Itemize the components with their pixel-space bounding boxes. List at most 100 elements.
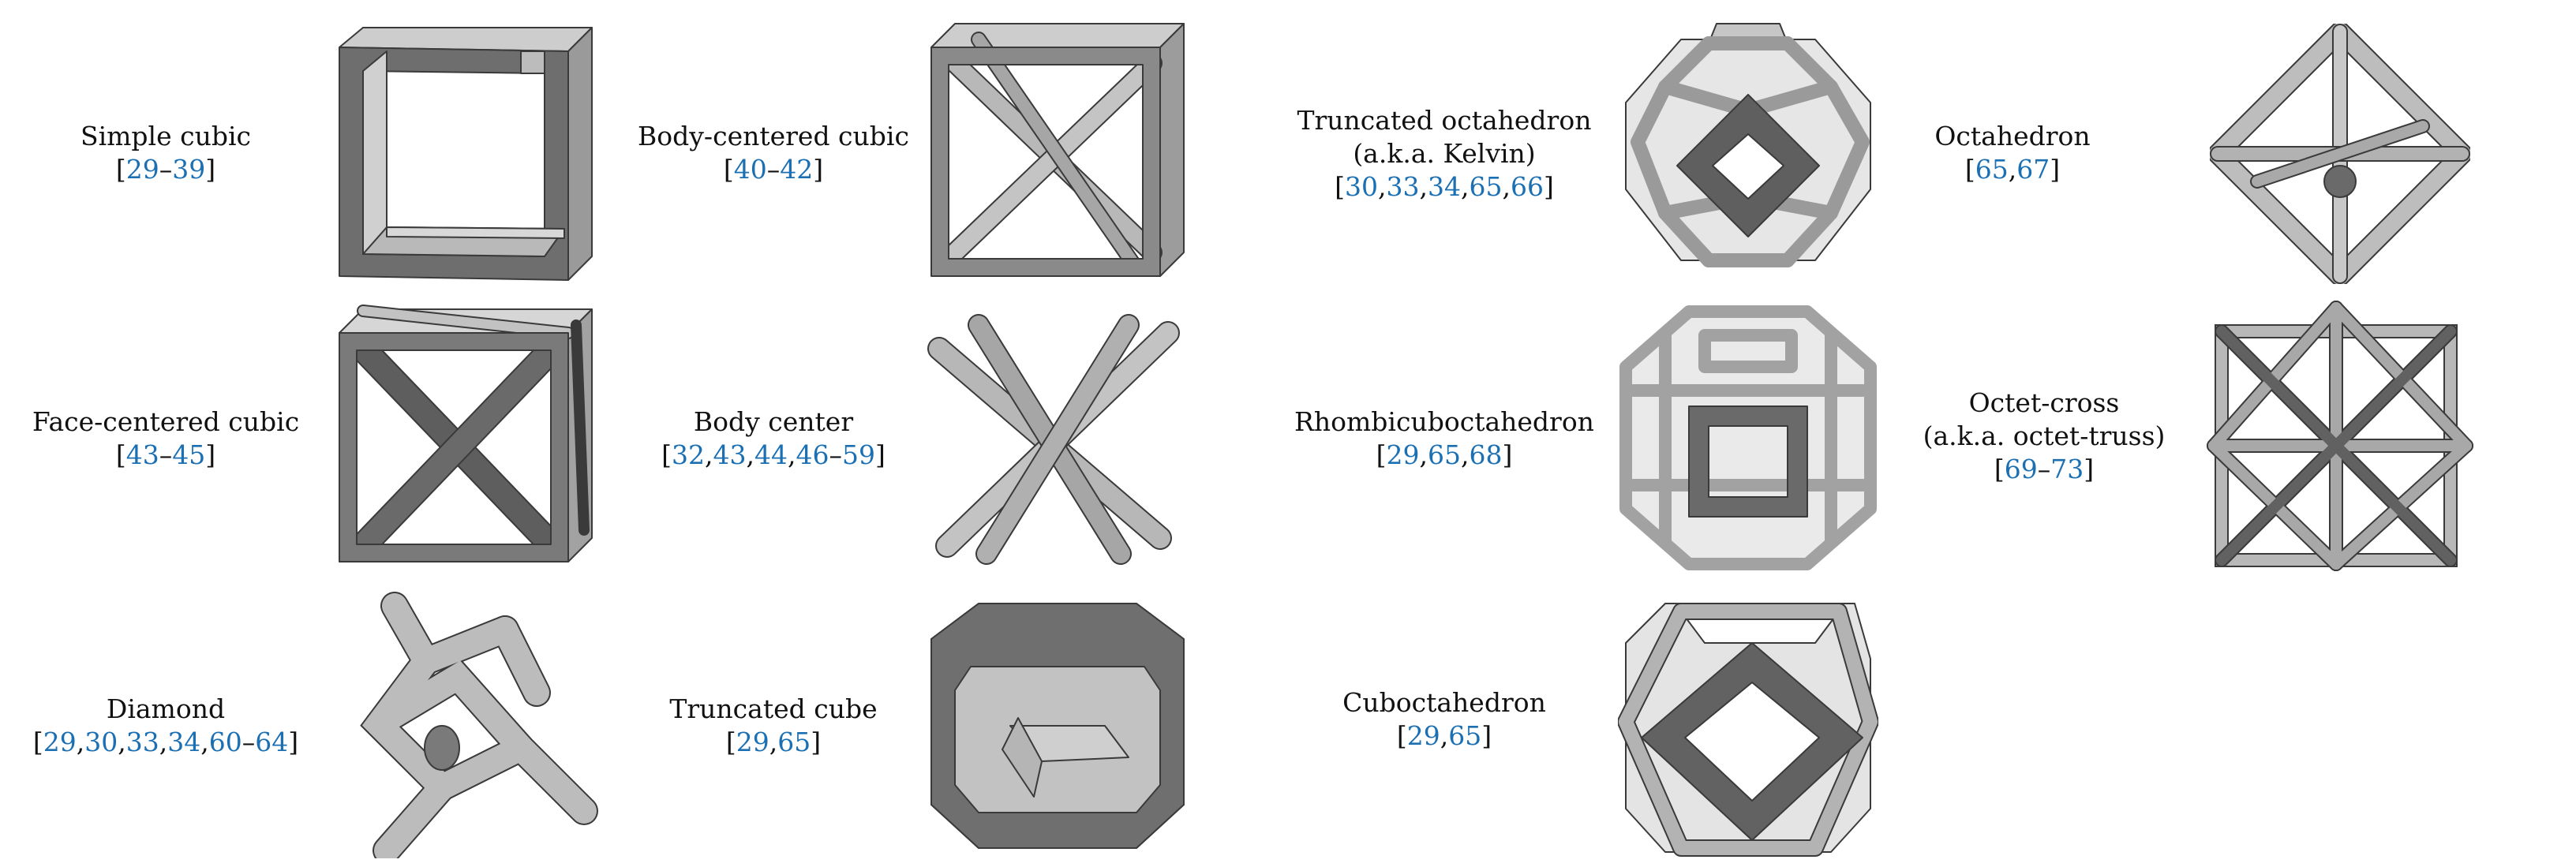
citation-punct: – xyxy=(2037,454,2051,484)
citation-list: [29,65,68] xyxy=(1294,439,1594,472)
label-truncated-cube: Truncated cube [29,65] xyxy=(623,693,923,759)
citation-link[interactable]: 46 xyxy=(796,439,829,470)
citation-list: [29,65] xyxy=(1294,719,1594,753)
citation-link[interactable]: 65 xyxy=(1428,439,1461,470)
citation-punct: ] xyxy=(1502,439,1513,470)
citation-link[interactable]: 29 xyxy=(125,154,159,185)
citation-punct: – xyxy=(159,154,173,185)
citation-punct: ] xyxy=(205,439,216,470)
label-body-centered-cubic: Body-centered cubic [40–42] xyxy=(623,120,923,186)
citation-punct: , xyxy=(200,727,209,757)
citation-link[interactable]: 30 xyxy=(84,727,118,757)
citation-punct: , xyxy=(788,439,796,470)
citation-link[interactable]: 44 xyxy=(754,439,788,470)
face-centered-cubic-lattice xyxy=(331,301,600,577)
citation-link[interactable]: 33 xyxy=(125,727,159,757)
citation-punct: , xyxy=(1419,171,1428,202)
citation-link[interactable]: 29 xyxy=(1406,720,1440,751)
structure-name: Octet-cross xyxy=(1968,387,2120,418)
structure-name: Face-centered cubic xyxy=(32,406,300,437)
structure-name: Body-centered cubic xyxy=(638,121,909,151)
structure-name: Rhombicuboctahedron xyxy=(1294,406,1594,437)
citation-link[interactable]: 67 xyxy=(2016,154,2050,185)
citation-punct: , xyxy=(1419,439,1428,470)
citation-list: [30,33,34,65,66] xyxy=(1294,170,1594,204)
citation-link[interactable]: 65 xyxy=(1975,154,2009,185)
citation-link[interactable]: 29 xyxy=(43,727,77,757)
cuboctahedron-lattice xyxy=(1618,596,1878,860)
citation-link[interactable]: 40 xyxy=(733,154,767,185)
citation-punct: , xyxy=(76,727,85,757)
citation-link[interactable]: 69 xyxy=(2004,454,2038,484)
citation-link[interactable]: 68 xyxy=(1469,439,1503,470)
citation-punct: [ xyxy=(115,154,126,185)
label-rhombicuboctahedron: Rhombicuboctahedron [29,65,68] xyxy=(1294,405,1594,472)
citation-link[interactable]: 66 xyxy=(1511,171,1544,202)
structure-alias: (a.k.a. Kelvin) xyxy=(1353,138,1536,169)
citation-punct: ] xyxy=(288,727,299,757)
citation-link[interactable]: 32 xyxy=(672,439,705,470)
citation-punct: ] xyxy=(813,154,824,185)
citation-punct: ] xyxy=(875,439,886,470)
citation-punct: [ xyxy=(32,727,43,757)
citation-punct: ] xyxy=(811,727,822,757)
citation-link[interactable]: 43 xyxy=(125,439,159,470)
citation-link[interactable]: 29 xyxy=(1386,439,1420,470)
structure-alias: (a.k.a. octet-truss) xyxy=(1923,420,2166,451)
truncated-octahedron-lattice xyxy=(1618,8,1878,284)
citation-link[interactable]: 43 xyxy=(713,439,747,470)
citation-link[interactable]: 65 xyxy=(777,727,811,757)
citation-link[interactable]: 64 xyxy=(255,727,289,757)
citation-punct: , xyxy=(1440,720,1449,751)
citation-punct: ] xyxy=(1544,171,1554,202)
citation-link[interactable]: 34 xyxy=(1428,171,1461,202)
citation-punct: [ xyxy=(1376,439,1387,470)
citation-punct: , xyxy=(769,727,778,757)
citation-punct: , xyxy=(159,727,168,757)
citation-link[interactable]: 60 xyxy=(208,727,242,757)
citation-link[interactable]: 39 xyxy=(172,154,206,185)
label-truncated-octahedron: Truncated octahedron (a.k.a. Kelvin) [30… xyxy=(1294,104,1594,204)
diamond-lattice xyxy=(331,590,600,858)
citation-punct: – xyxy=(829,439,843,470)
label-octahedron: Octahedron [65,67] xyxy=(1894,120,2131,186)
citation-punct: [ xyxy=(1994,454,2005,484)
citation-punct: [ xyxy=(1335,171,1345,202)
citation-list: [43–45] xyxy=(16,439,316,472)
citation-punct: , xyxy=(746,439,755,470)
citation-list: [40–42] xyxy=(623,153,923,186)
body-centered-cubic-lattice xyxy=(923,16,1192,292)
citation-punct: [ xyxy=(115,439,126,470)
citation-link[interactable]: 34 xyxy=(167,727,201,757)
structure-name: Simple cubic xyxy=(80,121,252,151)
citation-list: [32,43,44,46–59] xyxy=(623,439,923,472)
citation-punct: – xyxy=(242,727,256,757)
label-simple-cubic: Simple cubic [29–39] xyxy=(16,120,316,186)
citation-punct: ] xyxy=(1481,720,1492,751)
citation-link[interactable]: 65 xyxy=(1448,720,1482,751)
citation-link[interactable]: 73 xyxy=(2050,454,2084,484)
citation-punct: [ xyxy=(1964,154,1975,185)
citation-punct: – xyxy=(766,154,781,185)
citation-punct: , xyxy=(2008,154,2017,185)
citation-punct: [ xyxy=(661,439,672,470)
citation-punct: ] xyxy=(2084,454,2095,484)
citation-punct: , xyxy=(1502,171,1511,202)
rhombicuboctahedron-lattice xyxy=(1618,304,1878,572)
citation-link[interactable]: 42 xyxy=(780,154,814,185)
citation-punct: – xyxy=(159,439,173,470)
citation-link[interactable]: 29 xyxy=(736,727,769,757)
label-octet-cross: Octet-cross (a.k.a. octet-truss) [69–73] xyxy=(1894,387,2194,486)
citation-link[interactable]: 45 xyxy=(172,439,206,470)
citation-link[interactable]: 33 xyxy=(1386,171,1420,202)
truncated-cube-lattice xyxy=(923,592,1192,860)
citation-punct: , xyxy=(1461,439,1470,470)
label-face-centered-cubic: Face-centered cubic [43–45] xyxy=(16,405,316,472)
citation-link[interactable]: 65 xyxy=(1469,171,1503,202)
citation-list: [29,65] xyxy=(623,726,923,759)
citation-link[interactable]: 59 xyxy=(842,439,875,470)
citation-punct: , xyxy=(1461,171,1470,202)
label-diamond: Diamond [29,30,33,34,60–64] xyxy=(16,693,316,759)
citation-link[interactable]: 30 xyxy=(1345,171,1378,202)
structure-name: Diamond xyxy=(106,693,226,724)
